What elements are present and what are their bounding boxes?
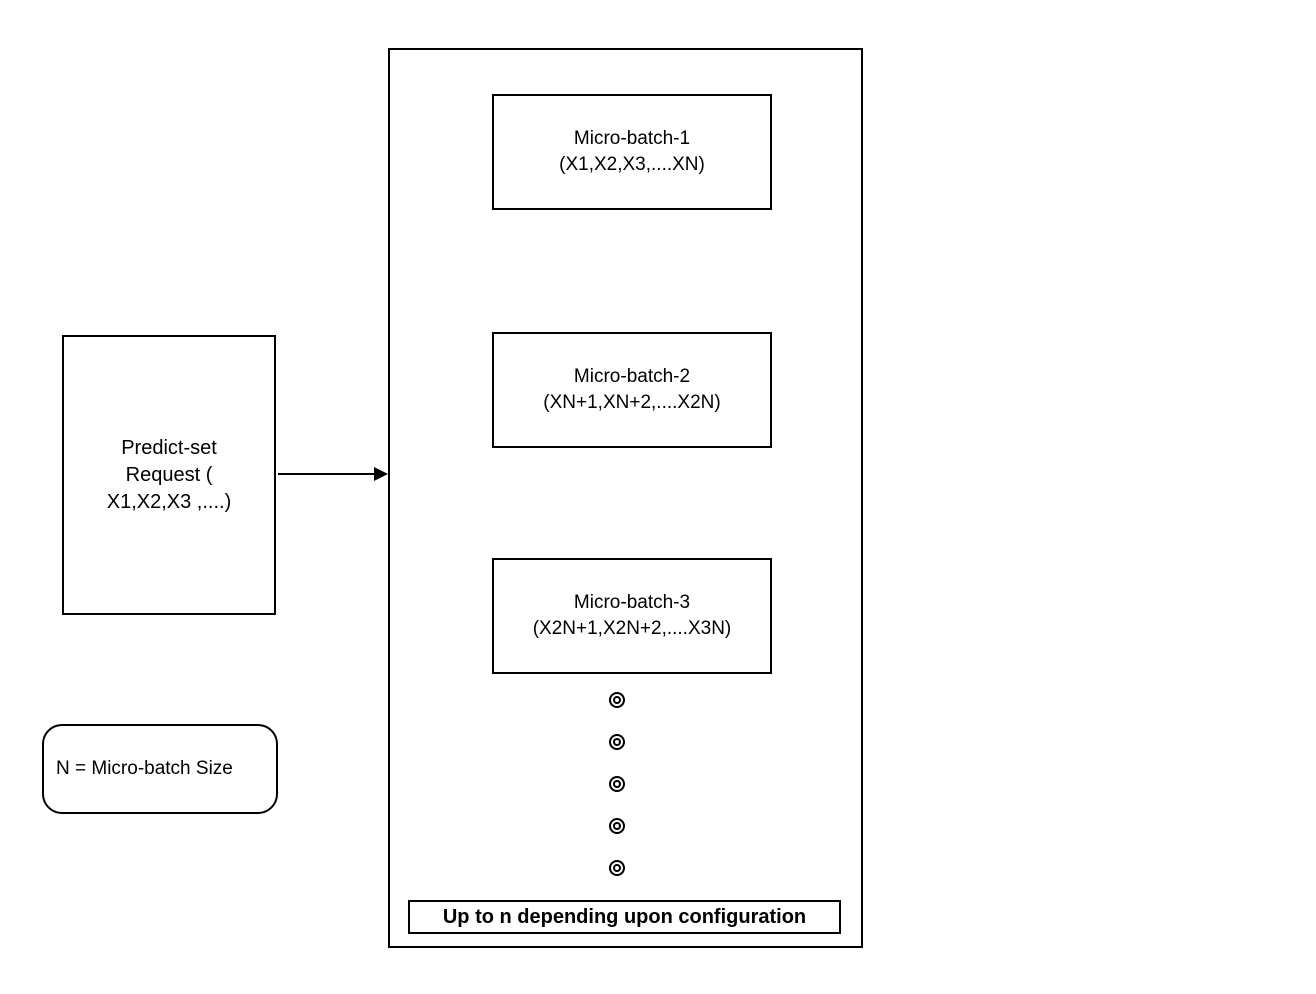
batch-1-content: (X1,X2,X3,....XN) xyxy=(559,152,705,178)
continuation-dot-icon xyxy=(609,776,625,792)
request-line-3: X1,X2,X3 ,....) xyxy=(107,489,232,516)
footer-note: Up to n depending upon configuration xyxy=(408,900,841,934)
micro-batch-1: Micro-batch-1 (X1,X2,X3,....XN) xyxy=(492,94,772,210)
batch-1-title: Micro-batch-1 xyxy=(574,126,690,152)
arrow-line xyxy=(278,473,374,475)
continuation-dot-icon xyxy=(609,818,625,834)
request-box: Predict-set Request ( X1,X2,X3 ,....) xyxy=(62,335,276,615)
footer-text: Up to n depending upon configuration xyxy=(443,906,806,929)
continuation-dot-icon xyxy=(609,734,625,750)
batch-2-title: Micro-batch-2 xyxy=(574,364,690,390)
continuation-dot-icon xyxy=(609,692,625,708)
micro-batch-2: Micro-batch-2 (XN+1,XN+2,....X2N) xyxy=(492,332,772,448)
legend-text: N = Micro-batch Size xyxy=(56,758,233,780)
request-line-2: Request ( xyxy=(126,462,213,489)
micro-batch-3: Micro-batch-3 (X2N+1,X2N+2,....X3N) xyxy=(492,558,772,674)
batch-2-content: (XN+1,XN+2,....X2N) xyxy=(543,390,720,416)
legend-box: N = Micro-batch Size xyxy=(42,724,278,814)
batch-3-content: (X2N+1,X2N+2,....X3N) xyxy=(533,616,732,642)
arrow-head-icon xyxy=(374,467,388,481)
batch-3-title: Micro-batch-3 xyxy=(574,590,690,616)
request-line-1: Predict-set xyxy=(121,435,217,462)
continuation-dot-icon xyxy=(609,860,625,876)
